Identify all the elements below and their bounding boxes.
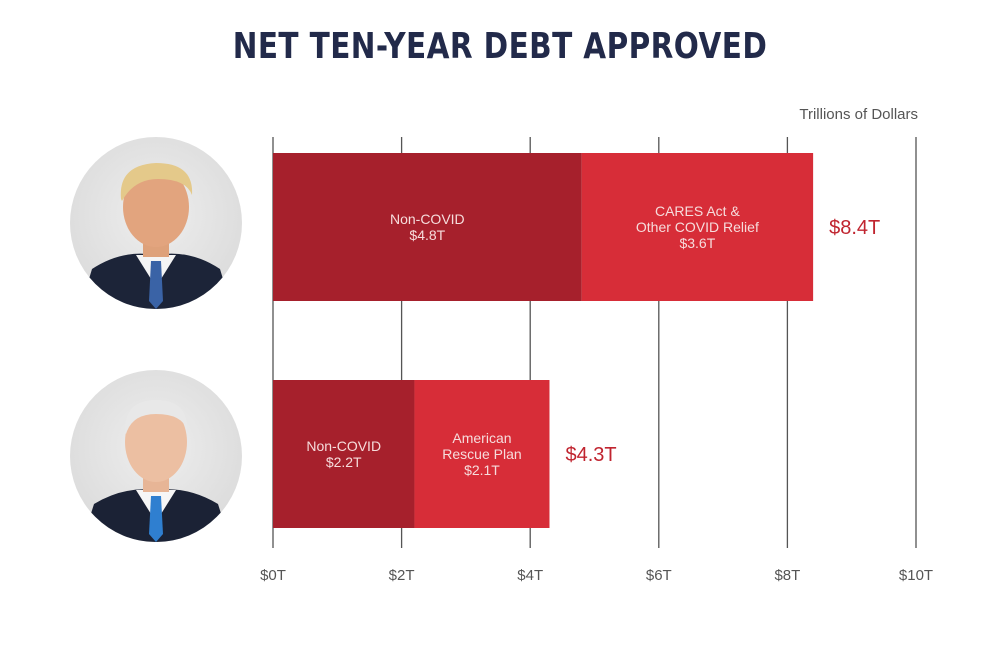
- biden-portrait: [70, 370, 242, 542]
- segment-label: $4.8T: [409, 227, 445, 243]
- bar-segment: [273, 380, 415, 528]
- x-tick-label: $0T: [260, 567, 286, 584]
- x-tick-label: $10T: [899, 567, 933, 584]
- bar-segment: [414, 380, 550, 528]
- chart-title: NET TEN-YEAR DEBT APPROVED: [232, 26, 768, 67]
- x-tick-label: $8T: [774, 567, 800, 584]
- segment-label: Other COVID Relief: [636, 219, 759, 235]
- unit-label: Trillions of Dollars: [799, 106, 918, 123]
- segment-label: CARES Act &: [655, 203, 740, 219]
- trump-portrait: [70, 137, 242, 309]
- bar-total-label: $4.3T: [565, 444, 616, 466]
- bar-total-label: $8.4T: [829, 217, 880, 239]
- segment-label: Non-COVID: [306, 438, 381, 454]
- x-axis-ticks: $0T $2T $4T $6T $8T $10T: [260, 567, 933, 584]
- segment-label: American: [452, 430, 511, 446]
- bar-segment: [273, 153, 582, 301]
- bar-segment: [581, 153, 814, 301]
- x-tick-label: $2T: [389, 567, 415, 584]
- segment-label: Rescue Plan: [442, 446, 521, 462]
- segment-label: $2.1T: [464, 462, 500, 478]
- x-tick-label: $6T: [646, 567, 672, 584]
- segment-label: Non-COVID: [390, 211, 465, 227]
- segment-label: $2.2T: [326, 454, 362, 470]
- x-tick-label: $4T: [517, 567, 543, 584]
- segment-label: $3.6T: [679, 235, 715, 251]
